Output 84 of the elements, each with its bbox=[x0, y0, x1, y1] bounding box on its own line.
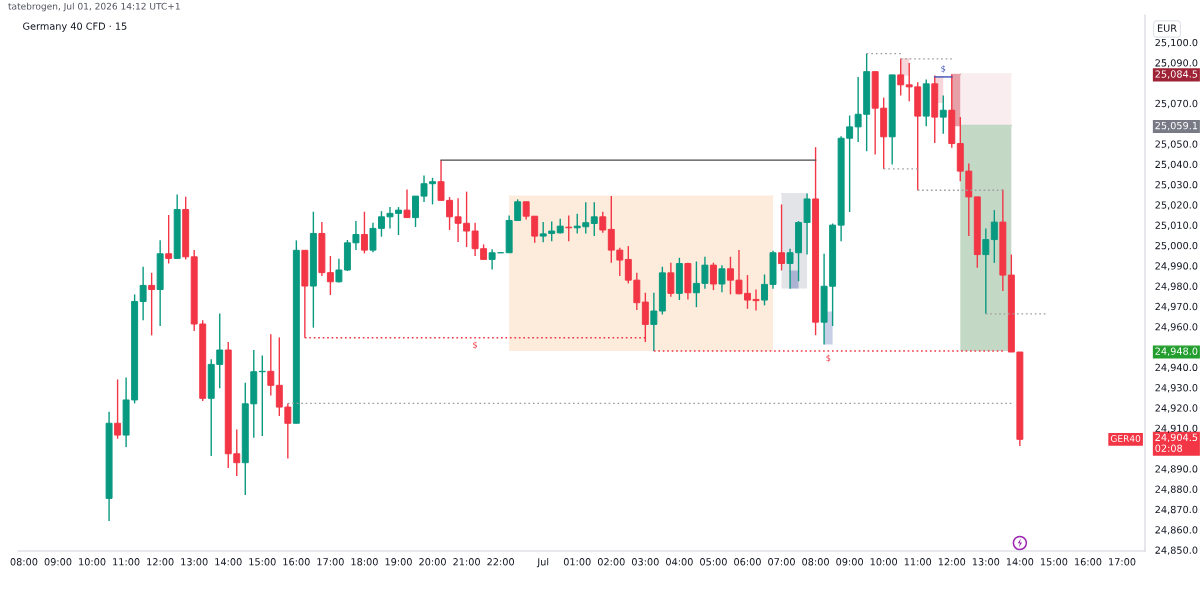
x-tick-label: 02:00 bbox=[597, 558, 625, 566]
y-tick-label: 24,910.0 bbox=[1155, 424, 1198, 433]
x-tick-label: 07:00 bbox=[768, 558, 795, 566]
text: tatebrogen, Jul 01, 2026 14:12 UTC+1 bbox=[8, 2, 180, 12]
candlestick bbox=[114, 378, 122, 440]
y-tick-label: 24,980.0 bbox=[1155, 282, 1198, 291]
x-tick-label: 13:00 bbox=[181, 558, 208, 566]
x-tick-label: 21:00 bbox=[453, 558, 480, 566]
x-tick-label: 15:00 bbox=[249, 558, 276, 566]
candlestick bbox=[709, 262, 717, 291]
y-tick-label: 25,020.0 bbox=[1155, 201, 1198, 210]
y-tick-label: 25,040.0 bbox=[1155, 160, 1198, 170]
y-tick-label: 24,904.5 02:08 bbox=[1155, 433, 1198, 452]
candlestick bbox=[488, 248, 496, 271]
text: Germany 40 CFD · 15 bbox=[23, 22, 127, 32]
y-tick-label: 25,084.5 bbox=[1155, 70, 1198, 79]
y-tick-label: 25,090.0 bbox=[1155, 59, 1198, 68]
candlestick bbox=[982, 227, 990, 315]
x-tick-label: 11:00 bbox=[113, 558, 140, 566]
y-tick-label: 24,850.0 bbox=[1155, 546, 1198, 555]
y-tick-label: 25,030.0 bbox=[1155, 181, 1198, 190]
x-tick-label: 16:00 bbox=[1075, 558, 1102, 566]
x-tick-label: 20:00 bbox=[419, 558, 446, 566]
y-tick-label: 25,010.0 bbox=[1155, 221, 1198, 230]
series-label: $ bbox=[473, 341, 478, 349]
y-tick-label: 24,880.0 bbox=[1155, 485, 1198, 494]
candlestick bbox=[897, 58, 905, 97]
y-tick-label: 24,970.0 bbox=[1155, 302, 1198, 312]
y-tick-label: 24,940.0 bbox=[1155, 363, 1198, 373]
y-tick-label: 24,948.0 bbox=[1155, 347, 1198, 356]
x-tick-label: 03:00 bbox=[631, 558, 659, 566]
candlestick bbox=[718, 264, 726, 293]
x-tick-label: 05:00 bbox=[700, 558, 727, 566]
candlestick bbox=[599, 211, 607, 234]
text: GER40 bbox=[1110, 435, 1141, 442]
x-tick-label: Jul bbox=[536, 557, 549, 568]
x-tick-label: 04:00 bbox=[666, 558, 693, 566]
candlestick bbox=[590, 201, 598, 237]
x-tick-label: 06:00 bbox=[734, 558, 761, 566]
series-label: $ bbox=[941, 65, 946, 73]
candlestick bbox=[667, 262, 675, 298]
y-tick-label: 25,059.1 bbox=[1155, 121, 1198, 131]
y-tick-label: 24,860.0 bbox=[1155, 526, 1198, 535]
x-tick-label: 14:00 bbox=[215, 558, 242, 566]
x-tick-label: 16:00 bbox=[283, 558, 310, 566]
candlestick bbox=[939, 94, 947, 135]
candlestick bbox=[148, 272, 156, 337]
x-tick-label: 01:00 bbox=[563, 558, 591, 566]
x-tick-label: 10:00 bbox=[870, 558, 898, 566]
x-tick-label: 14:00 bbox=[1006, 558, 1034, 566]
x-tick-label: 13:00 bbox=[972, 558, 1000, 566]
x-tick-label: 12:00 bbox=[147, 558, 174, 566]
candlestick bbox=[403, 188, 411, 219]
x-tick-label: 18:00 bbox=[351, 558, 378, 566]
x-tick-label: 10:00 bbox=[79, 558, 106, 566]
candlestick bbox=[267, 333, 275, 397]
x-tick-label: 15:00 bbox=[1040, 558, 1068, 566]
y-tick-label: 24,930.0 bbox=[1155, 384, 1198, 393]
y-tick-label: 25,100.0 bbox=[1155, 38, 1198, 48]
x-tick-label: 17:00 bbox=[317, 558, 344, 566]
x-tick-label: 17:00 bbox=[1109, 558, 1136, 566]
y-tick-label: 25,050.0 bbox=[1155, 140, 1198, 149]
y-tick-label: 25,000.0 bbox=[1155, 241, 1198, 251]
y-tick-label: 25,070.0 bbox=[1155, 99, 1198, 109]
x-tick-label: 22:00 bbox=[487, 558, 514, 566]
candlestick bbox=[165, 214, 173, 265]
x-tick-label: 08:00 bbox=[802, 558, 829, 566]
x-tick-label: 19:00 bbox=[385, 558, 412, 566]
x-tick-label: 09:00 bbox=[836, 558, 863, 566]
candlestick bbox=[778, 203, 785, 272]
y-tick-label: 24,920.0 bbox=[1155, 404, 1198, 413]
x-tick-label: 11:00 bbox=[904, 558, 932, 566]
candlestick bbox=[990, 209, 998, 264]
y-tick-label: 24,960.0 bbox=[1155, 323, 1198, 332]
y-tick-label: 24,870.0 bbox=[1155, 505, 1198, 515]
y-tick-label: 24,990.0 bbox=[1155, 262, 1198, 271]
y-tick-label: 24,890.0 bbox=[1155, 465, 1198, 474]
series-label: $ bbox=[826, 354, 831, 363]
candlestick bbox=[650, 292, 658, 352]
x-tick-label: 12:00 bbox=[938, 558, 966, 566]
x-tick-label: 09:00 bbox=[44, 558, 72, 566]
x-tick-label: 08:00 bbox=[10, 558, 38, 566]
y-axis-title: EUR bbox=[1157, 24, 1177, 32]
candlestick bbox=[360, 211, 368, 255]
